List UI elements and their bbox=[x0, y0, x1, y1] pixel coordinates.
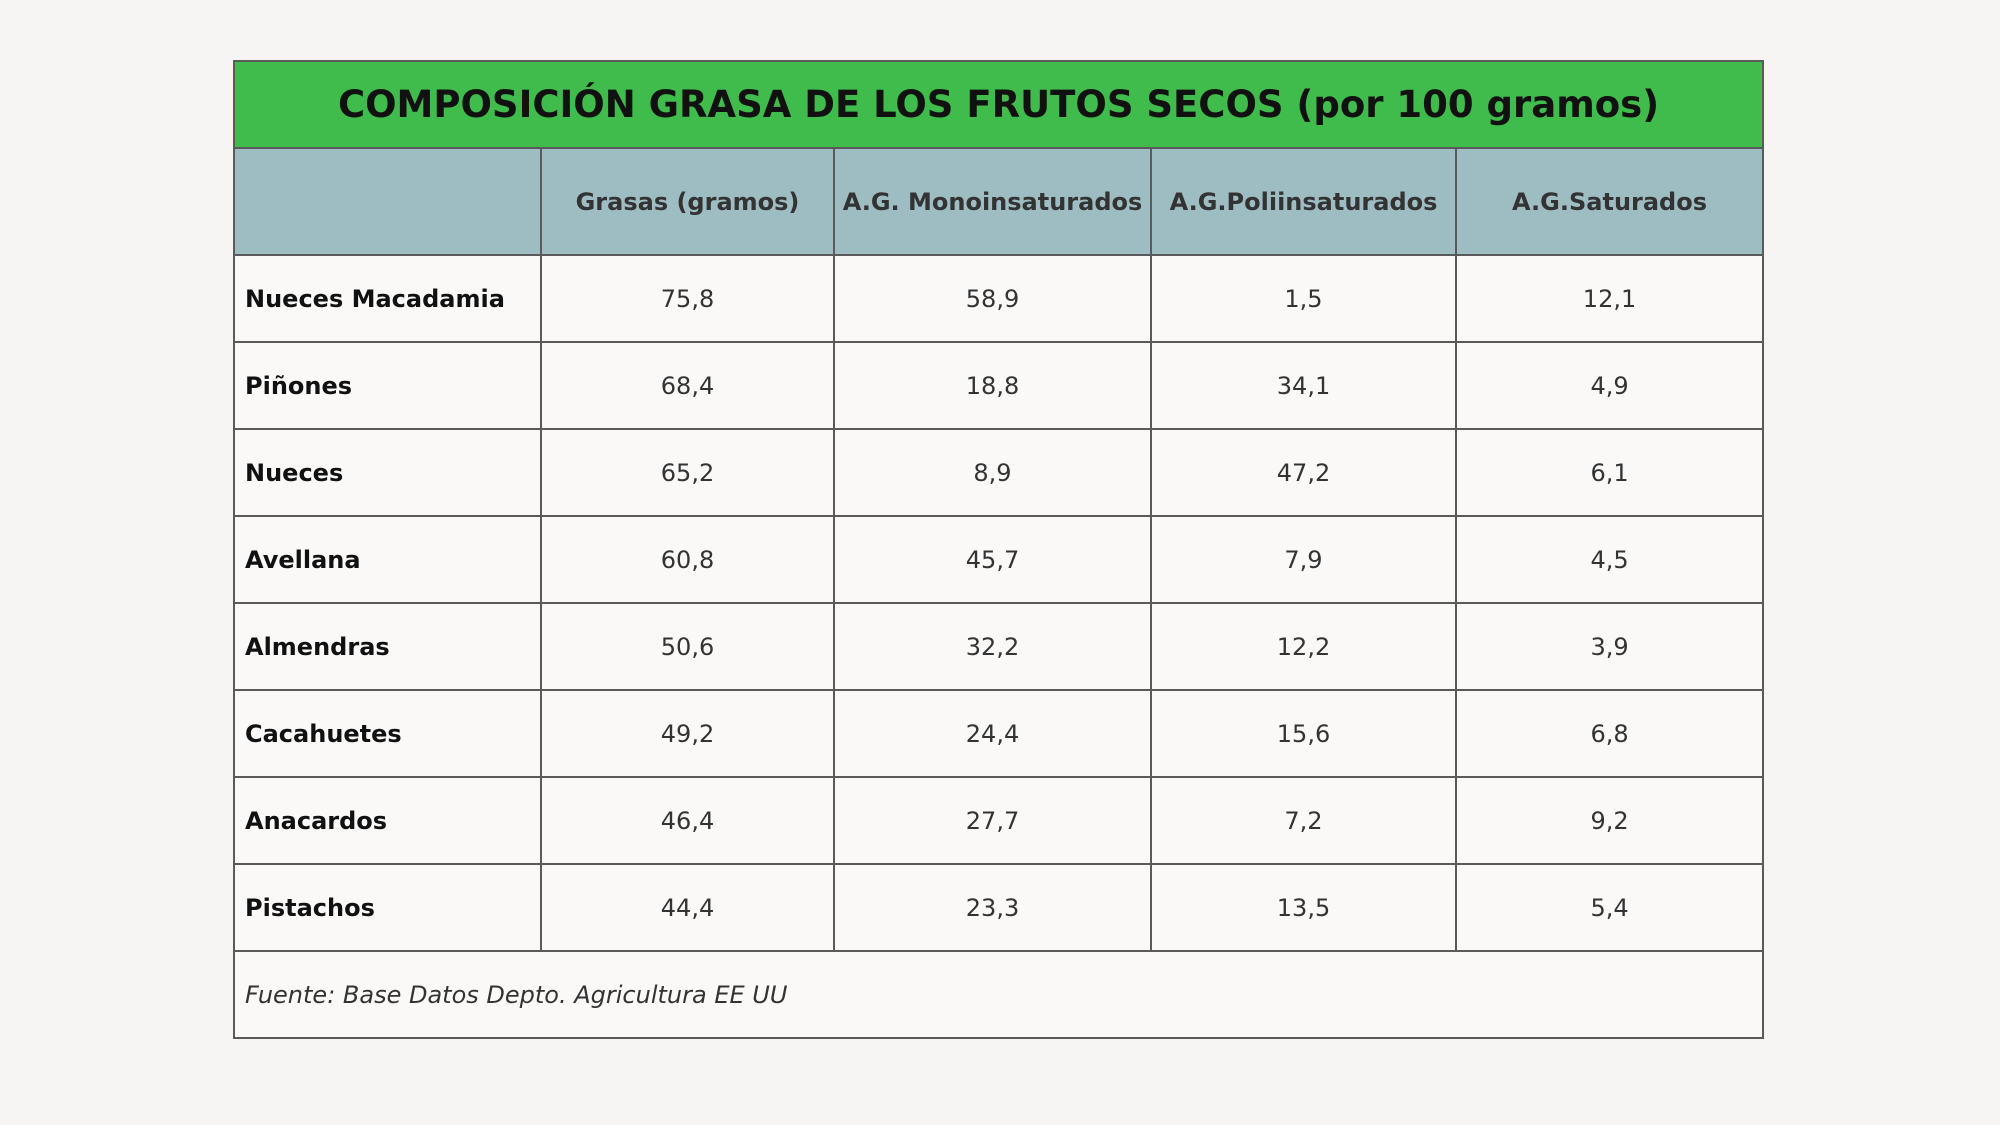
cell-value: 18,8 bbox=[833, 341, 1152, 430]
cell-value: 4,5 bbox=[1454, 515, 1765, 604]
cell-value: 7,2 bbox=[1150, 776, 1457, 865]
cell-value: 34,1 bbox=[1150, 341, 1457, 430]
cell-value: 4,9 bbox=[1454, 341, 1765, 430]
cell-value: 60,8 bbox=[540, 515, 835, 604]
cell-value: 49,2 bbox=[540, 689, 835, 778]
table-body: COMPOSICIÓN GRASA DE LOS FRUTOS SECOS (p… bbox=[232, 60, 1765, 1039]
data-row: Almendras 50,6 32,2 12,2 3,9 bbox=[233, 602, 1765, 691]
data-row: Nueces Macadamia 75,8 58,9 1,5 12,1 bbox=[233, 254, 1765, 343]
cell-value: 8,9 bbox=[833, 428, 1152, 517]
cell-value: 12,2 bbox=[1150, 602, 1457, 691]
cell-value: 45,7 bbox=[833, 515, 1152, 604]
source-note: Fuente: Base Datos Depto. Agricultura EE… bbox=[232, 950, 1765, 1039]
row-label: Nueces bbox=[233, 428, 542, 517]
row-label: Pistachos bbox=[233, 863, 542, 952]
cell-value: 44,4 bbox=[540, 863, 835, 952]
data-row: Anacardos 46,4 27,7 7,2 9,2 bbox=[233, 776, 1765, 865]
row-label: Cacahuetes bbox=[233, 689, 542, 778]
cell-value: 15,6 bbox=[1150, 689, 1457, 778]
header-corner bbox=[233, 147, 542, 256]
row-label: Piñones bbox=[233, 341, 542, 430]
cell-value: 7,9 bbox=[1150, 515, 1457, 604]
cell-value: 32,2 bbox=[833, 602, 1152, 691]
cell-value: 3,9 bbox=[1454, 602, 1765, 691]
header-row: Grasas (gramos) A.G. Monoinsaturados A.G.P… bbox=[233, 147, 1765, 256]
cell-value: 6,8 bbox=[1454, 689, 1765, 778]
row-label: Almendras bbox=[233, 602, 542, 691]
row-label: Avellana bbox=[233, 515, 542, 604]
data-row: Piñones 68,4 18,8 34,1 4,9 bbox=[233, 341, 1765, 430]
cell-value: 24,4 bbox=[833, 689, 1152, 778]
cell-value: 65,2 bbox=[540, 428, 835, 517]
cell-value: 6,1 bbox=[1454, 428, 1765, 517]
cell-value: 68,4 bbox=[540, 341, 835, 430]
table-title: COMPOSICIÓN GRASA DE LOS FRUTOS SECOS (p… bbox=[232, 60, 1765, 149]
column-header: Grasas (gramos) bbox=[540, 147, 835, 256]
cell-value: 1,5 bbox=[1150, 254, 1457, 343]
cell-value: 13,5 bbox=[1150, 863, 1457, 952]
cell-value: 5,4 bbox=[1454, 863, 1765, 952]
data-row: Cacahuetes 49,2 24,4 15,6 6,8 bbox=[233, 689, 1765, 778]
cell-value: 9,2 bbox=[1454, 776, 1765, 865]
table-container: COMPOSICIÓN GRASA DE LOS FRUTOS SECOS (p… bbox=[232, 60, 1765, 1039]
cell-value: 47,2 bbox=[1150, 428, 1457, 517]
row-label: Nueces Macadamia bbox=[233, 254, 542, 343]
column-header: A.G.Poliinsaturados bbox=[1150, 147, 1457, 256]
cell-value: 27,7 bbox=[833, 776, 1152, 865]
data-row: Nueces 65,2 8,9 47,2 6,1 bbox=[233, 428, 1765, 517]
title-row: COMPOSICIÓN GRASA DE LOS FRUTOS SECOS (p… bbox=[232, 60, 1765, 149]
footer-row: Fuente: Base Datos Depto. Agricultura EE… bbox=[232, 950, 1765, 1039]
cell-value: 50,6 bbox=[540, 602, 835, 691]
cell-value: 58,9 bbox=[833, 254, 1152, 343]
row-label: Anacardos bbox=[233, 776, 542, 865]
data-row: Avellana 60,8 45,7 7,9 4,5 bbox=[233, 515, 1765, 604]
cell-value: 23,3 bbox=[833, 863, 1152, 952]
cell-value: 12,1 bbox=[1454, 254, 1765, 343]
fat-table: COMPOSICIÓN GRASA DE LOS FRUTOS SECOS (p… bbox=[232, 60, 1765, 1039]
data-row: Pistachos 44,4 23,3 13,5 5,4 bbox=[233, 863, 1765, 952]
cell-value: 75,8 bbox=[540, 254, 835, 343]
cell-value: 46,4 bbox=[540, 776, 835, 865]
column-header: A.G.Saturados bbox=[1454, 147, 1765, 256]
column-header: A.G. Monoinsaturados bbox=[833, 147, 1152, 256]
